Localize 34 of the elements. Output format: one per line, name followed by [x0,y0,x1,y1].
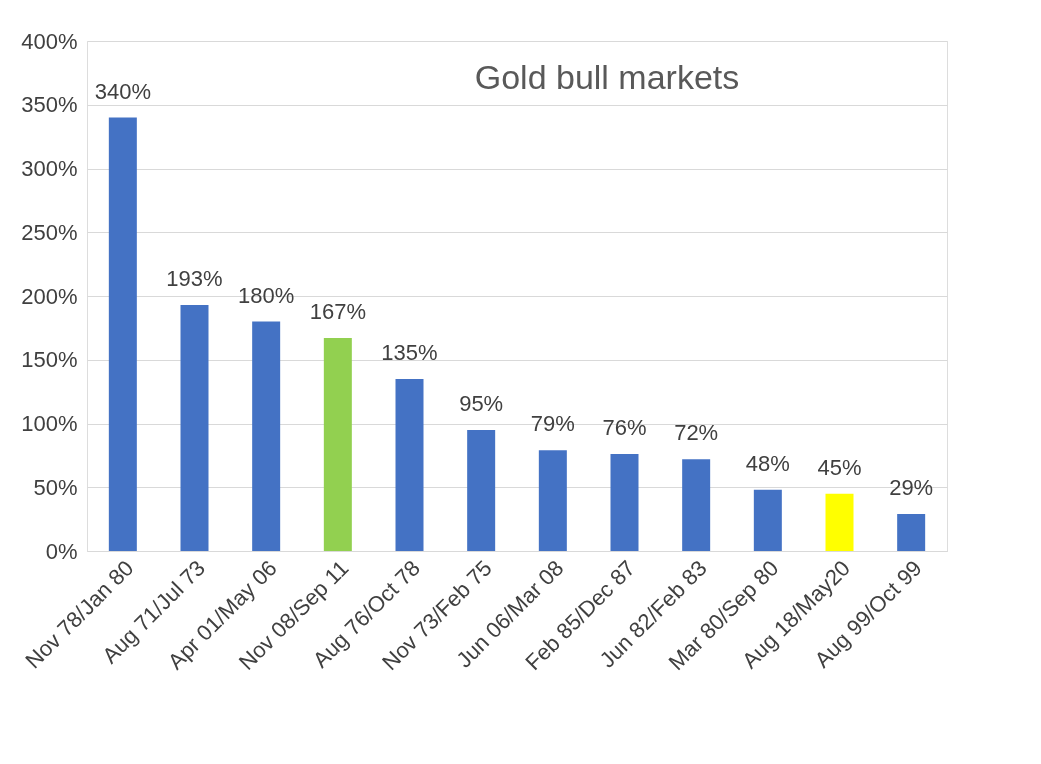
y-tick-label: 250% [21,219,78,245]
bar [395,378,424,551]
y-tick-label: 350% [21,92,78,118]
bar [467,429,496,551]
bar [180,304,209,551]
data-label: 76% [602,415,647,441]
bar [682,459,711,551]
bar [897,514,926,551]
y-tick-label: 200% [21,283,78,309]
data-label: 48% [745,450,790,476]
text: Gold bull markets [474,58,740,96]
data-label: 72% [674,420,719,446]
bar [323,338,352,551]
data-label: 193% [166,265,223,291]
data-label: 45% [817,454,862,480]
y-tick-label: 0% [45,538,78,564]
data-label: 167% [309,299,366,325]
data-label: 340% [94,78,151,104]
y-tick-label: 300% [21,156,78,181]
y-tick-label: 50% [33,474,78,500]
bar [252,321,281,551]
y-tick-label: 100% [21,411,78,436]
data-label: 135% [381,339,438,365]
bar [108,117,137,551]
data-label: 79% [530,411,575,437]
data-label: 180% [238,282,295,308]
bar [610,454,639,551]
data-label: 95% [459,390,504,416]
y-tick-label: 150% [21,347,78,373]
data-label: 29% [889,475,934,501]
bar [538,450,567,551]
bar [825,493,854,551]
bar [753,489,782,551]
y-tick-label: 400% [21,28,78,54]
